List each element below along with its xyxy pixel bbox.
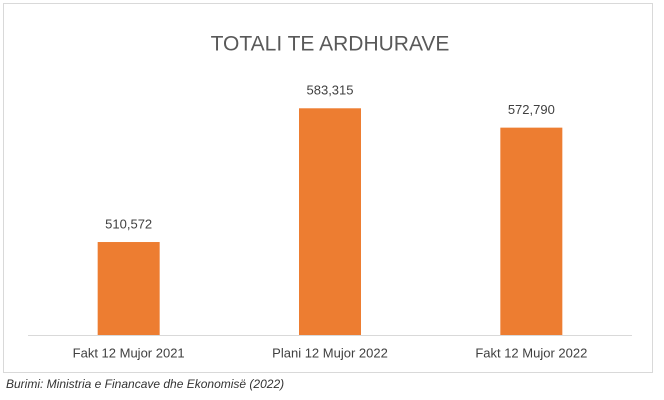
- data-label: 583,315: [307, 83, 354, 98]
- bar: [500, 127, 563, 335]
- chart-title: TOTALI TE ARDHURAVE: [211, 33, 450, 56]
- x-tick-label: Fakt 12 Mujor 2022: [475, 345, 587, 360]
- x-tick-label: Fakt 12 Mujor 2021: [73, 345, 185, 360]
- source-note: Burimi: Ministria e Financave dhe Ekonom…: [6, 377, 284, 391]
- bar: [97, 242, 160, 335]
- bar: [299, 108, 361, 335]
- x-tick-label: Plani 12 Mujor 2022: [272, 345, 388, 360]
- data-label: 572,790: [508, 102, 555, 117]
- data-label: 510,572: [105, 216, 152, 231]
